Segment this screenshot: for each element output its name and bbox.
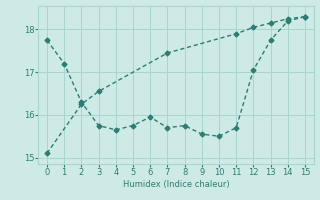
X-axis label: Humidex (Indice chaleur): Humidex (Indice chaleur) <box>123 180 229 189</box>
